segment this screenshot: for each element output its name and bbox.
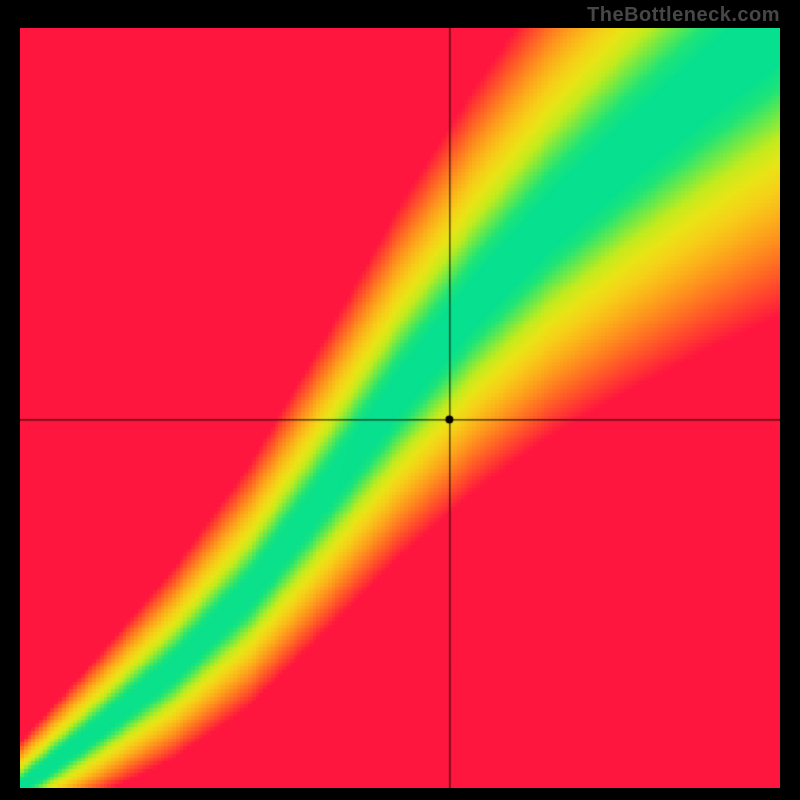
heatmap-canvas [20, 28, 780, 788]
chart-container: TheBottleneck.com [0, 0, 800, 800]
watermark-text: TheBottleneck.com [587, 4, 780, 27]
